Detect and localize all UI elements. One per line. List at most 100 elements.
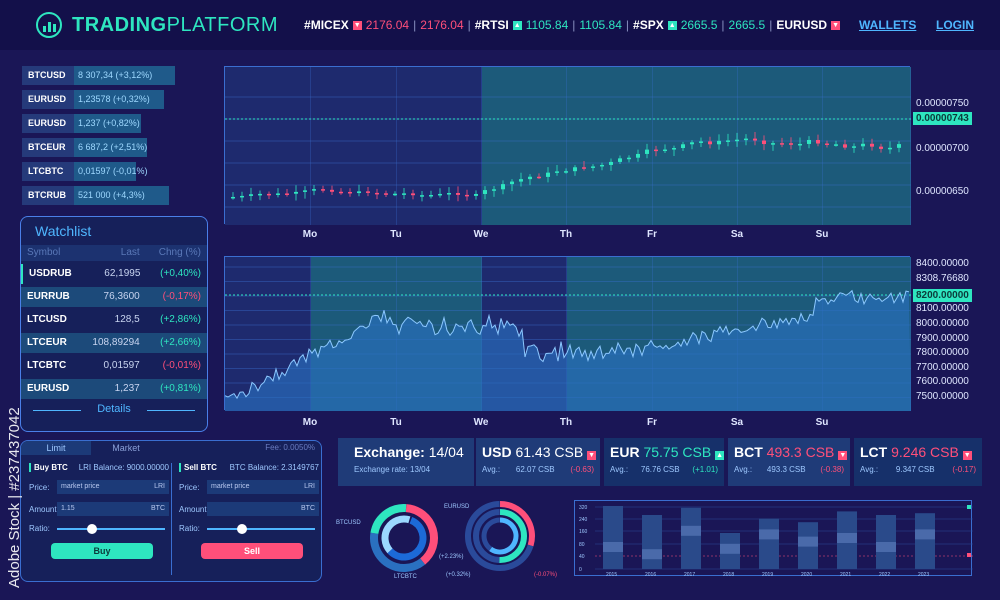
buy-title: Buy BTC [29,463,68,472]
ticker-list-item[interactable]: EURUSD 1,237 (+0,82%) [22,114,192,133]
ticker-list-symbol: BTCUSD [22,66,74,85]
watchlist-row[interactable]: USDRUB 62,1995 (+0,40%) [21,264,207,284]
slider-knob[interactable] [237,523,247,534]
x-axis-label: Th [559,229,573,240]
wallets-link[interactable]: WALLETS [859,18,917,32]
sell-price-input[interactable]: market price LRI [207,480,319,494]
candle-body [492,189,496,191]
currency-box[interactable]: BCT 493.3 CSB ▼ Avg.: 493.3 CSB (-0.38) [728,438,850,486]
chart-column-band [823,67,911,225]
order-panel: Limit Market Fee: 0.0050% Buy BTC LRI Bal… [20,440,322,582]
ticker-name[interactable]: #RTSI [474,18,509,32]
ticker-name[interactable]: #MICEX [304,18,349,32]
avg-label: Avg.: [734,465,753,474]
fee-label: Fee: 0.0050% [265,443,315,452]
donut-segment [370,532,426,572]
bar-x-label: 2022 [879,572,890,577]
ticker-list-item[interactable]: BTCRUB 521 000 (+4,3%) [22,186,192,205]
details-link[interactable]: Details [21,403,207,415]
candle-y-label: 0.00000700 [916,143,969,154]
sell-button[interactable]: Sell [201,543,303,559]
buy-ratio-slider[interactable] [57,523,165,534]
currency-value: 75.75 CSB [643,444,712,460]
bar-x-label: 2016 [645,572,656,577]
watchlist-last: 0,01597 [103,360,140,371]
sell-amount-label: Amount: [179,504,209,514]
ticker-list-value: 1,237 (+0,82%) [74,114,141,133]
ticker-list-item[interactable]: BTCUSD 8 307,34 (+3,12%) [22,66,192,85]
candle-body [339,191,343,194]
buy-price-input[interactable]: market price LRI [57,480,169,494]
ticker-list: BTCUSD 8 307,34 (+3,12%) EURUSD 1,23578 (+0… [22,66,192,210]
sell-price-placeholder: market price [211,483,250,490]
candle-body [483,190,487,194]
watchlist-row[interactable]: LTCEUR 108,89294 (+2,66%) [21,333,207,353]
area-chart[interactable] [224,256,912,411]
watchlist-symbol: EURRUB [27,291,70,302]
col-last: Last [120,247,140,258]
chart-column-band [482,67,567,225]
ticker-value: 2665.5 [728,18,766,32]
area-y-label: 7900.00000 [916,333,969,344]
ticker-list-item[interactable]: EURUSD 1,23578 (+0,32%) [22,90,192,109]
currency-value: 61.43 CSB [515,444,584,460]
ticker-name[interactable]: EURUSD [776,18,828,32]
watchlist-row[interactable]: EURUSD 1,237 (+0,81%) [21,379,207,399]
candle-body [312,189,316,191]
candle-body [609,161,613,165]
tab-limit[interactable]: Limit [21,441,91,455]
area-svg [224,257,912,411]
watchlist-row[interactable]: LTCUSD 128,5 (+2,86%) [21,310,207,330]
watchlist-change: (+0,81%) [160,383,201,394]
candle-body [879,146,883,149]
candle-body [645,149,649,154]
watchlist-panel: Watchlist Symbol Last Chng (%) USDRUB 62,… [20,216,208,432]
ticker-list-item[interactable]: BTCEUR 6 687,2 (+2,51%) [22,138,192,157]
candle-body [816,139,820,144]
sell-ratio-slider[interactable] [207,523,315,534]
candlestick-svg [225,67,912,225]
sell-title: Sell BTC [179,463,217,472]
bar-segment [603,542,623,552]
bar-segment [720,543,740,554]
watchlist-row[interactable]: LTCBTC 0,01597 (-0,01%) [21,356,207,376]
candle-body [564,171,568,173]
candle-body [393,193,397,196]
bar-y-label: 0 [579,567,582,573]
bar-x-label: 2018 [723,572,734,577]
watchlist-header: Symbol Last Chng (%) [21,245,207,261]
ticker-list-item[interactable]: LTCBTC 0,01597 (-0,01%) [22,162,192,181]
donut-segment [481,517,501,551]
candle-body [519,179,523,182]
avg-value: 76.76 CSB [640,465,680,474]
avg-change: (-0.63) [570,465,594,474]
slider-knob[interactable] [87,523,97,534]
ticker-name[interactable]: #SPX [633,18,664,32]
watchlist-row[interactable]: EURRUB 76,3600 (-0,17%) [21,287,207,307]
currency-sub: Avg.: 62.07 CSB (-0.63) [482,465,594,474]
currency-box[interactable]: LCT 9.246 CSB ▼ Avg.: 9.347 CSB (-0.17) [854,438,982,486]
watchlist-change: (+0,40%) [160,268,202,279]
ticker-separator: | [572,18,576,32]
bar-y-label: 160 [579,529,588,535]
sell-amount-input[interactable]: BTC [207,502,319,516]
login-link[interactable]: LOGIN [936,18,974,32]
tab-market[interactable]: Market [112,443,140,453]
currency-box[interactable]: USD 61.43 CSB ▼ Avg.: 62.07 CSB (-0.63) [476,438,600,486]
logo[interactable]: TRADINGPLATFORM [36,12,278,38]
x-axis-label: Fr [647,229,657,240]
avg-label: Avg.: [482,465,501,474]
watchlist-last: 1,237 [114,383,140,394]
bar-chart[interactable]: 320 240 160 80 40 0 2015 2016 2017 2018 2019 2020 20… [574,500,973,578]
currency-value: 493.3 CSB [766,444,835,460]
candlestick-chart[interactable] [224,66,912,225]
currency-box[interactable]: EUR 75.75 CSB ▲ Avg.: 76.76 CSB (+1.01) [604,438,725,486]
buy-button[interactable]: Buy [51,543,153,559]
currency-code: EUR [610,444,640,460]
buy-amount-input[interactable]: 1.15 BTC [57,502,169,516]
candle-body [663,149,667,152]
area-y-label: 7800.00000 [916,347,969,358]
candle-body [366,191,370,193]
watchlist-symbol: LTCBTC [27,360,67,371]
buy-price-label: Price: [29,482,50,492]
